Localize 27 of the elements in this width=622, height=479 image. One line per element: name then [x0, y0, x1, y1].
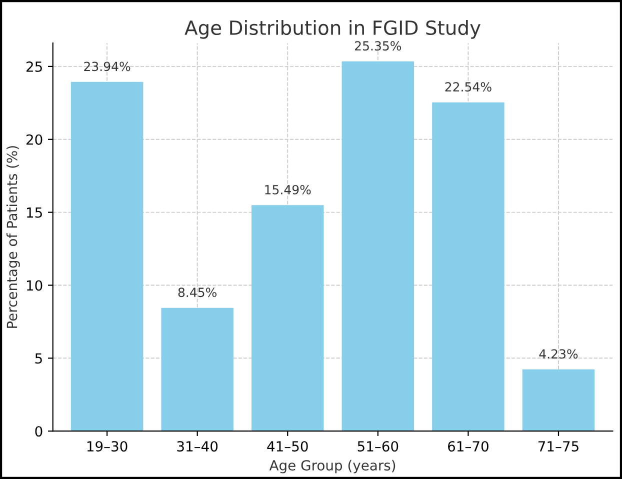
y-tick-label: 25	[26, 61, 42, 72]
x-tick-label: 71–75	[538, 441, 578, 452]
data-label: 22.54%	[445, 82, 492, 92]
x-tick-label: 31–40	[177, 441, 218, 452]
x-tick-label: 61–70	[448, 441, 488, 452]
y-tick-label: 10	[27, 280, 42, 291]
x-axis-title: Age Group (years)	[269, 460, 396, 474]
data-label: 8.45%	[178, 288, 216, 298]
data-label: 25.35%	[355, 41, 402, 51]
data-label: 15.49%	[265, 184, 311, 194]
y-tick-label: 15	[27, 207, 42, 218]
chart-title: Age Distribution in FGID Study	[184, 20, 480, 39]
y-axis-title: Percentage of Patients (%)	[6, 146, 20, 328]
x-tick-label: 19–30	[87, 441, 128, 452]
bar	[522, 369, 595, 432]
data-label: 4.23%	[539, 349, 578, 359]
bar	[432, 102, 504, 432]
x-tick-label: 41–50	[267, 441, 308, 452]
x-tick-label: 51–60	[358, 441, 398, 452]
bar	[70, 82, 144, 432]
y-tick-label: 0	[35, 426, 42, 437]
bar	[252, 205, 324, 432]
data-label: 23.94%	[84, 62, 130, 72]
bar	[161, 308, 234, 432]
bar	[342, 61, 414, 432]
y-tick-label: 5	[35, 353, 42, 364]
y-tick-label: 20	[26, 134, 42, 145]
